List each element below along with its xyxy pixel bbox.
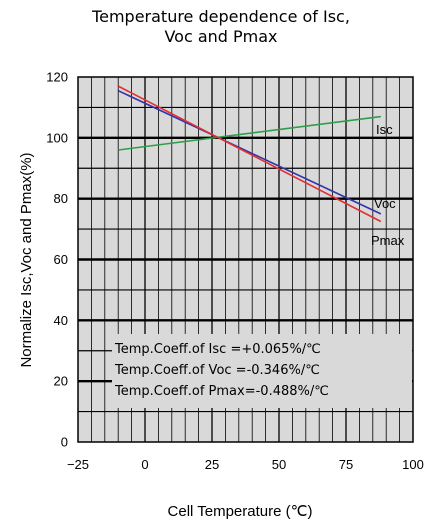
series-line-voc [117,89,382,215]
x-tick-label: 75 [339,457,353,472]
x-tick-labels: −25 0 25 50 75 100 [67,457,424,472]
y-tick-label: 0 [61,435,68,450]
series-lines [117,85,382,223]
x-axis-label: Cell Temperature (℃) [168,503,313,520]
annotation-box [112,334,412,408]
y-tick-label: 100 [46,130,68,145]
y-tick-label: 60 [54,252,68,267]
y-tick-labels: 0 20 40 60 80 100 120 [46,70,68,450]
x-tick-label: 50 [272,457,286,472]
y-tick-label: 20 [54,374,68,389]
series-label-isc: Isc [376,122,393,137]
series-line-pmax [117,85,382,223]
x-tick-label: 100 [402,457,424,472]
annotation-isc: Temp.Coeff.of Isc =+0.065%/℃ [114,342,321,357]
x-tick-label: 25 [205,457,219,472]
y-axis-label: Normalize Isc,Voc and Pmax(%) [18,152,35,367]
y-tick-label: 40 [54,313,68,328]
x-tick-label: 0 [141,457,148,472]
annotation-pmax: Temp.Coeff.of Pmax=-0.488%/℃ [114,384,329,399]
plot-border [77,76,414,443]
series-label-pmax: Pmax [371,233,405,248]
series-line-isc [118,115,381,151]
chart-title-line2: Voc and Pmax [164,27,277,46]
annotation-voc: Temp.Coeff.of Voc =-0.346%/℃ [114,363,320,378]
chart-title-line1: Temperature dependence of Isc, [91,7,350,26]
plot-frame [77,76,414,443]
y-tick-label: 120 [46,70,68,85]
x-tick-label: −25 [67,457,89,472]
y-tick-label: 80 [54,191,68,206]
series-label-voc: Voc [374,196,396,211]
